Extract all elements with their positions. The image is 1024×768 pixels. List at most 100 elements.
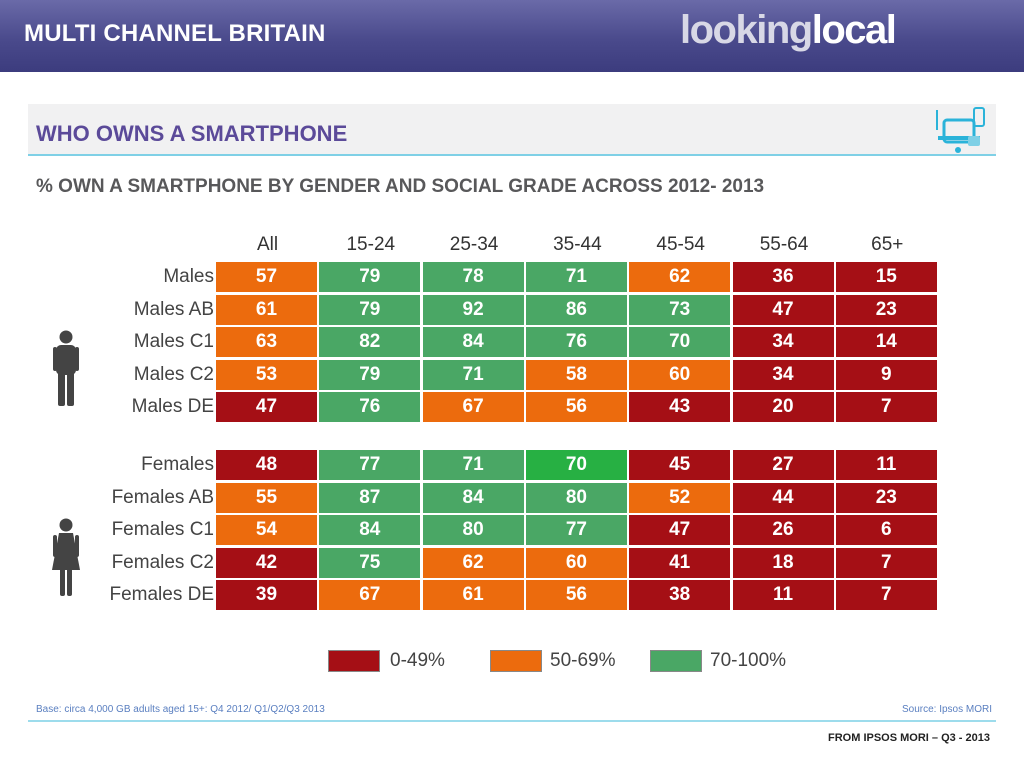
- legend-label: 70-100%: [710, 650, 787, 671]
- table-cell: 67: [422, 392, 524, 423]
- row-label: Males C1: [133, 331, 214, 353]
- table-cell: 41: [629, 547, 731, 578]
- table-cell: 58: [525, 359, 627, 390]
- table-cell: 57: [216, 262, 317, 292]
- table-cell: 71: [525, 262, 627, 292]
- table-cell: 18: [732, 547, 834, 578]
- table-cell: 80: [422, 515, 524, 546]
- row-label: Males: [163, 266, 214, 287]
- legend-swatch: [328, 650, 380, 672]
- legend-label: 50-69%: [550, 650, 616, 671]
- table-cell: 67: [319, 580, 421, 611]
- table-cell: 84: [422, 482, 524, 513]
- table-cell: 7: [835, 392, 937, 423]
- row-label: Males AB: [133, 298, 214, 320]
- column-header: 45-54: [656, 234, 705, 255]
- table-cell: 76: [319, 392, 421, 423]
- slide-title: MULTI CHANNEL BRITAIN: [24, 20, 326, 47]
- column-header: 55-64: [759, 234, 809, 255]
- table-cell: 48: [216, 450, 317, 480]
- table-cell: 92: [422, 294, 524, 325]
- row-label: Females AB: [111, 486, 214, 508]
- column-header: 15-24: [346, 234, 396, 255]
- table-cell: 52: [629, 482, 731, 513]
- footer-divider: [28, 720, 996, 722]
- table-cell: 7: [835, 580, 937, 611]
- table-cell: 15: [835, 262, 937, 292]
- column-header: 25-34: [449, 234, 499, 255]
- table-cell: 47: [216, 392, 317, 423]
- table-cell: 87: [319, 482, 421, 513]
- table-cell: 77: [319, 450, 421, 480]
- table-cell: 36: [732, 262, 834, 292]
- table-cell: 7: [835, 547, 937, 578]
- table-cell: 11: [732, 580, 834, 611]
- row-label: Females C2: [111, 551, 214, 573]
- table-cell: 70: [629, 327, 731, 358]
- table-cell: 84: [422, 327, 524, 358]
- table-cell: 38: [629, 580, 731, 611]
- table-cell: 71: [422, 359, 524, 390]
- row-label: Males DE: [131, 396, 214, 418]
- header-bar: MULTI CHANNEL BRITAIN lookinglocal: [0, 0, 1024, 72]
- legend-label: 0-49%: [390, 650, 445, 671]
- logo-part-looking: looking: [680, 8, 813, 52]
- table-cell: 56: [525, 392, 627, 423]
- column-header: 35-44: [553, 234, 602, 255]
- table-cell: 79: [319, 359, 421, 390]
- table-cell: 61: [216, 294, 317, 325]
- table-cell: 60: [525, 547, 627, 578]
- credit-note: FROM IPSOS MORI – Q3 - 2013: [828, 732, 990, 744]
- table-cell: 45: [629, 450, 731, 480]
- table-cell: 76: [525, 327, 627, 358]
- table-cell: 62: [422, 547, 524, 578]
- table-cell: 54: [216, 515, 317, 546]
- male-person-icon: [53, 330, 79, 406]
- row-label: Males C2: [133, 363, 214, 385]
- table-cell: 6: [835, 515, 937, 546]
- female-person-icon: [52, 518, 80, 596]
- table-cell: 60: [629, 359, 731, 390]
- table-cell: 9: [835, 359, 937, 390]
- row-label: Females C1: [111, 519, 214, 541]
- table-cell: 26: [732, 515, 834, 546]
- table-cell: 43: [629, 392, 731, 423]
- legend-swatch: [650, 650, 702, 672]
- source-note: Source: Ipsos MORI: [901, 704, 992, 715]
- table-cell: 11: [835, 450, 937, 480]
- legend-swatch: [490, 650, 542, 672]
- table-cell: 80: [525, 482, 627, 513]
- smartphone-tablet-icon: [936, 107, 985, 153]
- table-cell: 79: [319, 262, 421, 292]
- chart-panel: WHO OWNS A SMARTPHONE % OWN A SMARTPHONE…: [28, 104, 996, 724]
- chart-subtitle: % OWN A SMARTPHONE BY GENDER AND SOCIAL …: [36, 176, 765, 197]
- table-cell: 61: [422, 580, 524, 611]
- table-cell: 27: [732, 450, 834, 480]
- table-cell: 62: [629, 262, 731, 292]
- table-cell: 47: [629, 515, 731, 546]
- logo-part-local: local: [811, 8, 897, 52]
- table-cell: 47: [732, 294, 834, 325]
- table-cell: 20: [732, 392, 834, 423]
- base-note: Base: circa 4,000 GB adults aged 15+: Q4…: [36, 704, 325, 715]
- table-cell: 55: [216, 482, 317, 513]
- table-cell: 23: [835, 482, 937, 513]
- panel-title: WHO OWNS A SMARTPHONE: [36, 121, 348, 146]
- table-cell: 79: [319, 294, 421, 325]
- table-cell: 14: [835, 327, 937, 358]
- table-cell: 42: [216, 547, 317, 578]
- column-header: 65+: [871, 234, 904, 255]
- table-cell: 44: [732, 482, 834, 513]
- row-label: Females DE: [109, 584, 214, 606]
- table-cell: 73: [629, 294, 731, 325]
- column-header: All: [256, 234, 279, 255]
- table-cell: 34: [732, 327, 834, 358]
- lookinglocal-logo: lookinglocal: [680, 8, 897, 53]
- table-cell: 77: [525, 515, 627, 546]
- table-cell: 78: [422, 262, 524, 292]
- table-cell: 39: [216, 580, 317, 611]
- table-cell: 71: [422, 450, 524, 480]
- table-cell: 84: [319, 515, 421, 546]
- row-label: Females: [141, 454, 214, 475]
